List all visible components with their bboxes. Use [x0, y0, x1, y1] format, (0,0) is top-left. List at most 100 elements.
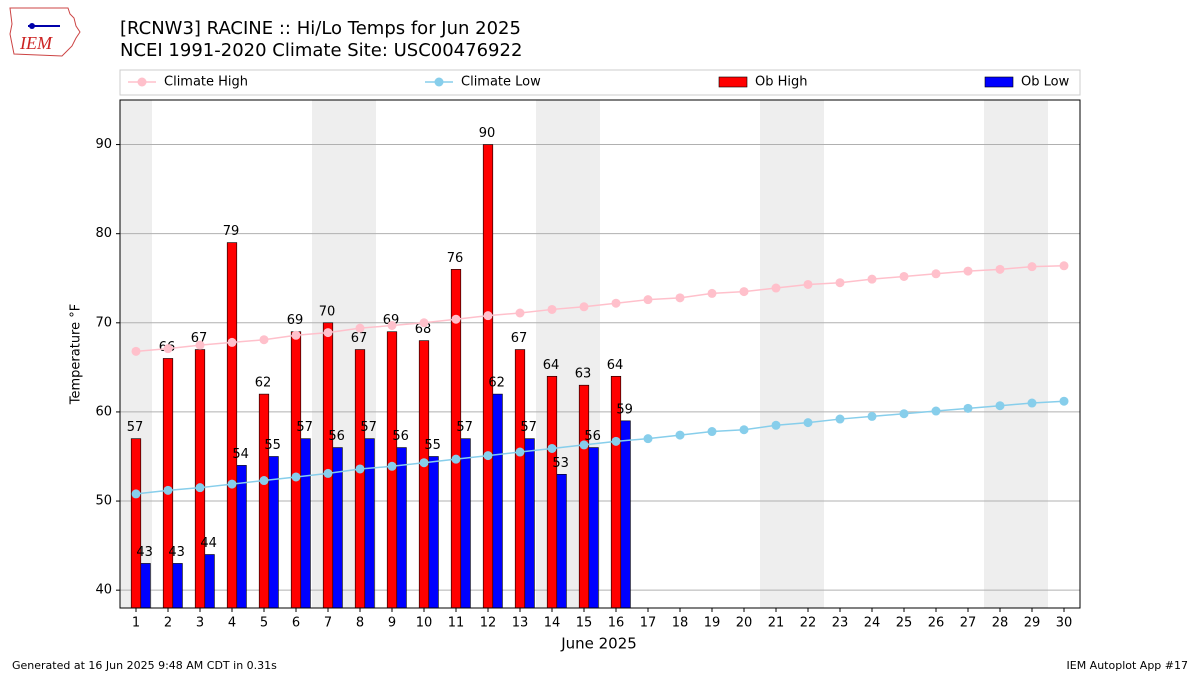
series-marker: [611, 436, 621, 446]
series-marker: [995, 401, 1005, 411]
value-label: 69: [287, 313, 304, 328]
series-marker: [899, 271, 909, 281]
y-tick-label: 50: [95, 494, 112, 509]
legend-box: [119, 69, 1081, 96]
series-marker: [131, 489, 141, 499]
bar: [514, 349, 526, 609]
series-line: [135, 265, 1065, 353]
bar: [364, 438, 375, 609]
series-marker: [451, 454, 461, 464]
series-marker: [739, 287, 749, 297]
y-tick-label: 60: [95, 404, 112, 419]
series-marker: [643, 434, 653, 444]
x-tick-label: 16: [608, 616, 625, 631]
series-marker: [1059, 396, 1069, 406]
value-label: 43: [136, 545, 153, 560]
bar: [162, 358, 174, 609]
series-marker: [899, 409, 909, 419]
value-label: 79: [223, 224, 240, 239]
series-marker: [291, 330, 301, 340]
series-marker: [227, 337, 237, 347]
x-tick-label: 7: [324, 616, 332, 631]
series-marker: [771, 420, 781, 430]
bar: [546, 375, 558, 609]
logo-outline: [9, 7, 81, 57]
y-tick-label: 90: [95, 137, 112, 152]
series-marker: [323, 328, 333, 338]
y-tick-label: 40: [95, 583, 112, 598]
y-axis-label: Temperature °F: [69, 304, 84, 405]
bar: [588, 447, 599, 609]
value-label: 55: [424, 438, 441, 453]
series-marker: [739, 425, 749, 435]
y-tick-label: 70: [95, 315, 112, 330]
legend-label: Climate High: [164, 75, 248, 90]
series-marker: [579, 302, 589, 312]
footer-right: IEM Autoplot App #17: [1067, 659, 1189, 672]
legend-swatch: [984, 76, 1014, 88]
x-tick-label: 14: [544, 616, 561, 631]
value-label: 70: [319, 304, 336, 319]
bar: [578, 384, 590, 609]
x-tick-label: 25: [896, 616, 913, 631]
x-tick-label: 13: [512, 616, 529, 631]
series-marker: [835, 414, 845, 424]
bar: [130, 438, 142, 609]
series-marker: [195, 483, 205, 493]
series-line: [135, 400, 1065, 495]
x-tick-label: 12: [480, 616, 497, 631]
value-label: 76: [447, 251, 464, 266]
series-marker: [611, 298, 621, 308]
legend-marker: [434, 77, 444, 87]
x-tick-label: 23: [832, 616, 849, 631]
bar: [418, 340, 430, 609]
series-marker: [1027, 262, 1037, 272]
value-label: 55: [264, 438, 281, 453]
bar: [354, 349, 366, 609]
series-marker: [483, 311, 493, 321]
legend-swatch: [718, 76, 748, 88]
bar: [140, 563, 151, 609]
x-tick-label: 27: [960, 616, 977, 631]
series-marker: [195, 340, 205, 350]
series-marker: [387, 461, 397, 471]
value-label: 56: [328, 429, 345, 444]
bar: [428, 456, 439, 609]
weekend-shade: [1016, 100, 1048, 608]
value-label: 62: [255, 376, 272, 391]
x-tick-label: 1: [132, 616, 140, 631]
weekend-shade: [792, 100, 824, 608]
legend-label: Climate Low: [461, 75, 541, 90]
series-marker: [931, 269, 941, 279]
value-label: 57: [520, 420, 537, 435]
x-tick-label: 15: [576, 616, 593, 631]
chart-subtitle: NCEI 1991-2020 Climate Site: USC00476922: [120, 40, 522, 61]
bar: [236, 465, 247, 609]
series-marker: [675, 430, 685, 440]
x-tick-label: 2: [164, 616, 172, 631]
value-label: 57: [360, 420, 377, 435]
legend-marker: [137, 77, 147, 87]
x-tick-label: 26: [928, 616, 945, 631]
weekend-shade: [984, 100, 1016, 608]
value-label: 59: [616, 402, 633, 417]
x-tick-label: 19: [704, 616, 721, 631]
series-marker: [803, 279, 813, 289]
series-marker: [675, 293, 685, 303]
series-marker: [291, 472, 301, 482]
series-marker: [451, 314, 461, 324]
series-marker: [323, 468, 333, 478]
x-tick-label: 30: [1056, 616, 1073, 631]
series-marker: [803, 418, 813, 428]
series-marker: [163, 485, 173, 495]
value-label: 62: [488, 376, 505, 391]
logo: IEM: [9, 7, 81, 57]
x-tick-label: 22: [800, 616, 817, 631]
logo-dot: [29, 23, 35, 29]
value-label: 44: [200, 536, 217, 551]
legend-label: Ob Low: [1021, 75, 1070, 90]
series-marker: [547, 304, 557, 314]
series-marker: [131, 346, 141, 356]
